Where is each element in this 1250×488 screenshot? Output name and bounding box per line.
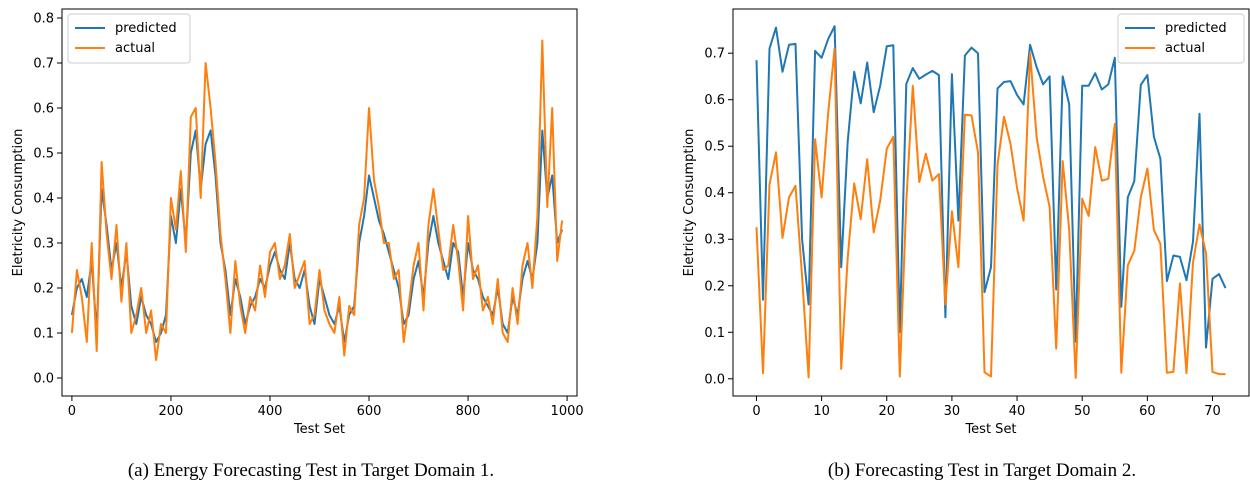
y-tick-label: 0.5: [33, 147, 54, 162]
y-axis: 0.0 0.1 0.2 0.3 0.4 0.5 0.6 0.7 0.8: [33, 12, 62, 387]
caption-b: (b) Forecasting Test in Target Domain 2.: [827, 460, 1137, 481]
y-tick-label: 0.1: [33, 327, 54, 342]
y-tick-label: 0.3: [704, 233, 725, 248]
series-lines: [70, 39, 564, 361]
series-predicted-line: [70, 129, 564, 343]
x-axis-label: Test Set: [964, 422, 1016, 437]
x-tick-label: 20: [878, 404, 895, 419]
legend: predicted actual: [67, 13, 191, 64]
x-tick-label: 40: [1009, 404, 1026, 419]
y-tick-label: 0.7: [33, 57, 54, 72]
series-actual-line: [755, 47, 1226, 379]
x-tick-label: 10: [813, 404, 830, 419]
x-tick-label: 800: [456, 404, 481, 419]
series-predicted-line: [755, 25, 1227, 349]
y-tick-label: 0.0: [704, 372, 725, 387]
y-tick-label: 0.3: [33, 237, 54, 252]
y-axis-label: Eletricity Consumption: [11, 129, 26, 277]
legend: predicted actual: [1117, 13, 1245, 64]
x-tick-label: 200: [159, 404, 184, 419]
y-tick-label: 0.2: [33, 282, 54, 297]
y-tick-label: 0.1: [704, 326, 725, 341]
panel-a: 0 200 400 600 800 1000 0.00.10.20.30.40.50.60…: [11, 8, 584, 437]
legend-box: [1117, 13, 1245, 64]
x-tick-label: 70: [1204, 404, 1221, 419]
x-tick-label: 50: [1074, 404, 1091, 419]
panel-b: 0 10 20 30 40 50 60 70 0.0 0.1 0.2 0.3 0.4 0.5 0.6 0.7…: [682, 8, 1250, 437]
x-tick-label: 0: [68, 404, 76, 419]
y-tick-label: 0.8: [33, 12, 54, 27]
y-tick-label: 0.6: [33, 102, 54, 117]
x-axis: 0 10 20 30 40 50 60 70: [752, 396, 1221, 419]
x-tick-label: 0: [752, 404, 760, 419]
x-tick-label: 30: [944, 404, 961, 419]
legend-predicted-label: predicted: [1165, 21, 1227, 36]
caption-a: (a) Energy Forecasting Test in Target Do…: [127, 460, 495, 481]
x-tick-label: 600: [357, 404, 382, 419]
y-tick-label: 0.4: [704, 186, 725, 201]
legend-actual-label: actual: [115, 41, 155, 56]
y-tick-label: 0.5: [704, 140, 725, 155]
series-lines: [755, 25, 1227, 379]
y-tick-label: 0.4: [33, 192, 54, 207]
x-tick-label: 1000: [551, 404, 584, 419]
series-actual-line: [70, 39, 564, 361]
plot-frame: [732, 8, 1250, 397]
y-axis: 0.0 0.1 0.2 0.3 0.4 0.5 0.6 0.7: [704, 47, 733, 387]
x-tick-label: 400: [258, 404, 283, 419]
legend-actual-label: actual: [1165, 41, 1205, 56]
legend-predicted-label: predicted: [115, 21, 177, 36]
legend-box: [67, 13, 191, 64]
y-tick-label: 0.0: [33, 372, 54, 387]
plot-frame: [61, 8, 578, 397]
x-axis: 0 200 400 600 800 1000: [68, 396, 584, 419]
x-tick-label: 60: [1139, 404, 1156, 419]
y-tick-label: 0.6: [704, 93, 725, 108]
x-axis-label: Test Set: [293, 422, 345, 437]
y-axis-label: Eletricity Consumption: [682, 129, 697, 277]
y-tick-label: 0.7: [704, 47, 725, 62]
y-tick-label: 0.2: [704, 279, 725, 294]
